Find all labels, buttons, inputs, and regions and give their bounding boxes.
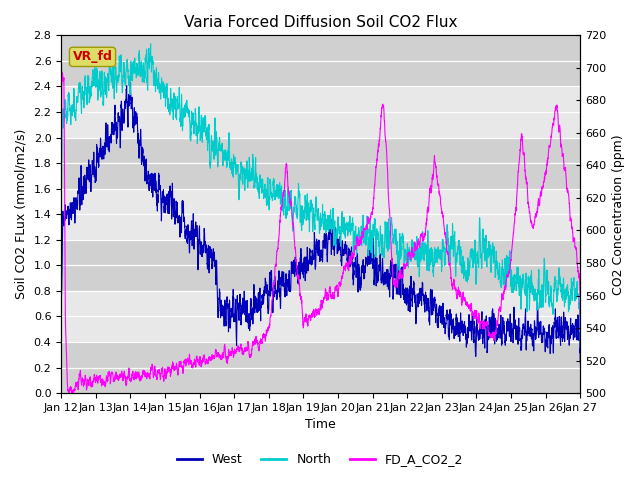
Text: VR_fd: VR_fd (72, 50, 113, 63)
Bar (61, 138, 580, 189)
Bar (61, 86, 580, 138)
Title: Varia Forced Diffusion Soil CO2 Flux: Varia Forced Diffusion Soil CO2 Flux (184, 15, 458, 30)
Bar (61, 189, 580, 240)
Bar (61, 342, 580, 393)
Legend: West, North, FD_A_CO2_2: West, North, FD_A_CO2_2 (172, 448, 468, 471)
Bar (61, 291, 580, 342)
Bar (61, 240, 580, 291)
Y-axis label: CO2 Concentration (ppm): CO2 Concentration (ppm) (612, 134, 625, 295)
Bar (61, 36, 580, 86)
X-axis label: Time: Time (305, 419, 336, 432)
Y-axis label: Soil CO2 FLux (mmol/m2/s): Soil CO2 FLux (mmol/m2/s) (15, 129, 28, 300)
